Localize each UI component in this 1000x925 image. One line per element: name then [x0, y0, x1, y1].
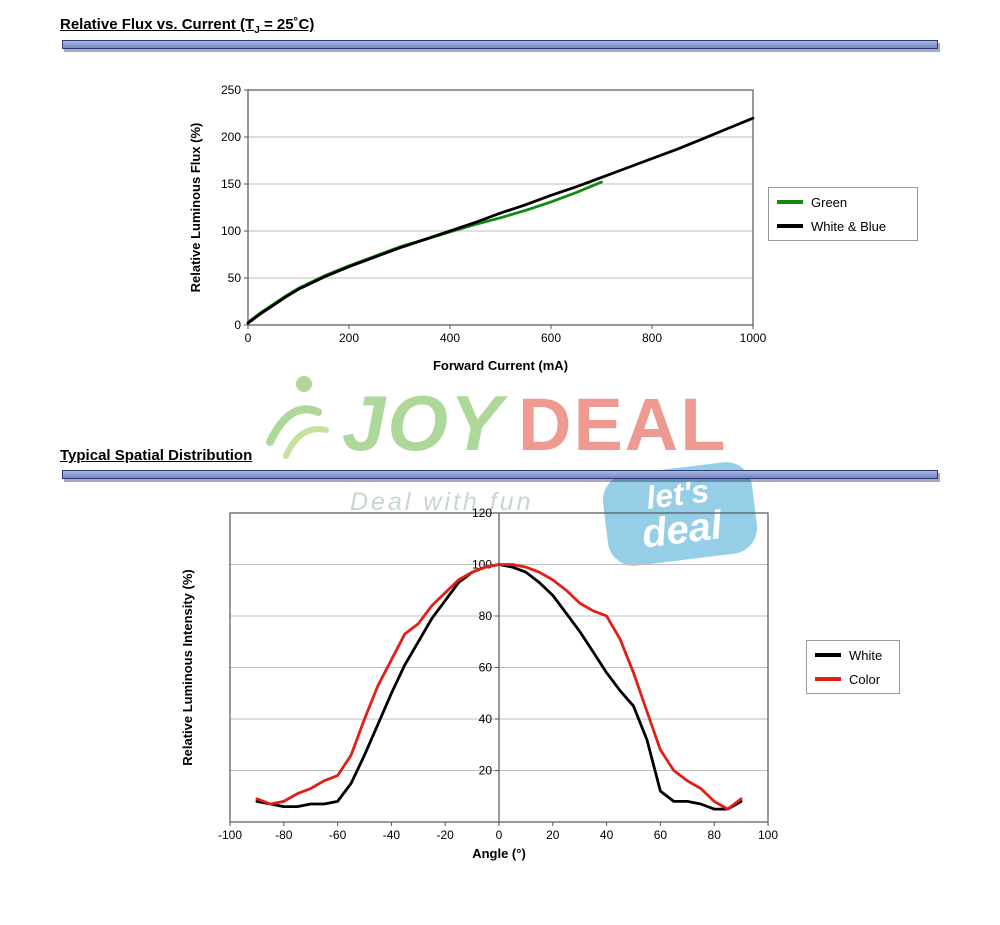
- svg-text:600: 600: [541, 331, 561, 345]
- svg-text:0: 0: [234, 318, 241, 332]
- white-line-swatch: [815, 653, 841, 657]
- svg-text:20: 20: [546, 828, 560, 842]
- svg-text:20: 20: [479, 764, 493, 778]
- svg-text:-20: -20: [437, 828, 455, 842]
- title1-subscript: J: [254, 25, 260, 36]
- legend-label-white-blue: White & Blue: [811, 218, 887, 234]
- svg-text:Angle (°): Angle (°): [472, 846, 526, 861]
- legend-label-green: Green: [811, 194, 848, 210]
- flux-vs-current-chart: 0 200 400 600 800 1000 0 50 100 150 200 250 Forward …: [188, 83, 767, 373]
- svg-text:150: 150: [221, 177, 241, 191]
- legend-label-color: Color: [849, 671, 881, 687]
- title1-pre: Relative Flux vs. Current (T: [60, 16, 255, 33]
- jumping-figure-icon: [266, 376, 329, 459]
- section1-divider-bar: [62, 40, 938, 49]
- legend-item-green: Green: [777, 190, 909, 214]
- svg-text:-40: -40: [383, 828, 401, 842]
- svg-text:100: 100: [221, 224, 241, 238]
- white-blue-line-swatch: [777, 224, 803, 228]
- svg-text:40: 40: [600, 828, 614, 842]
- legend-item-white-blue: White & Blue: [777, 214, 909, 238]
- svg-text:80: 80: [479, 609, 493, 623]
- legend-item-color: Color: [815, 667, 891, 691]
- green-line-swatch: [777, 200, 803, 204]
- svg-text:-60: -60: [329, 828, 347, 842]
- watermark-deal-text: DEAL: [518, 383, 728, 466]
- svg-text:50: 50: [228, 271, 242, 285]
- svg-text:-80: -80: [275, 828, 293, 842]
- spatial-chart-legend: White Color: [806, 640, 900, 694]
- svg-text:40: 40: [479, 712, 493, 726]
- svg-text:100: 100: [758, 828, 778, 842]
- flux-chart-legend: Green White & Blue: [768, 187, 918, 241]
- svg-text:400: 400: [440, 331, 460, 345]
- svg-text:60: 60: [654, 828, 668, 842]
- svg-text:Relative Luminous Intensity (%: Relative Luminous Intensity (%): [180, 569, 195, 765]
- section2-title: Typical Spatial Distribution: [60, 447, 253, 464]
- svg-text:Forward Current (mA): Forward Current (mA): [433, 358, 568, 373]
- color-line-swatch: [815, 677, 841, 681]
- svg-text:200: 200: [339, 331, 359, 345]
- svg-text:80: 80: [708, 828, 722, 842]
- legend-label-white: White: [849, 647, 883, 663]
- legend-item-white: White: [815, 643, 891, 667]
- svg-text:1000: 1000: [740, 331, 767, 345]
- svg-text:250: 250: [221, 83, 241, 97]
- section2-divider-bar: [62, 470, 938, 479]
- svg-text:0: 0: [496, 828, 503, 842]
- svg-text:Relative Luminous Flux (%): Relative Luminous Flux (%): [188, 123, 203, 293]
- svg-text:120: 120: [472, 506, 492, 520]
- svg-text:200: 200: [221, 130, 241, 144]
- svg-text:60: 60: [479, 661, 493, 675]
- section1-title: Relative Flux vs. Current (TJ = 25˚C): [60, 16, 314, 36]
- svg-text:-100: -100: [218, 828, 242, 842]
- svg-text:800: 800: [642, 331, 662, 345]
- title1-post: = 25˚C): [259, 16, 315, 33]
- spatial-distribution-chart: -100 -80 -60 -40 -20 0 20 40 60 80 100204060801001…: [180, 506, 778, 861]
- svg-text:0: 0: [245, 331, 252, 345]
- watermark-joy-text: JOY: [342, 379, 505, 467]
